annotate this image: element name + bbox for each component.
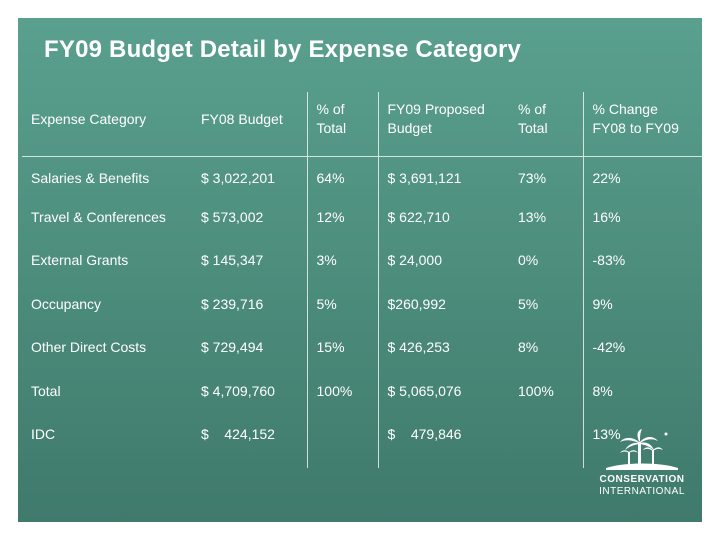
cell-fy09: $ 426,253 <box>377 338 509 382</box>
cell-pct09: 100% <box>518 382 554 399</box>
cell-fy09: $ 479,846 <box>377 424 509 469</box>
logo-text-line1: CONSERVATION <box>599 474 685 485</box>
col-header-change-line2: FY08 to FY09 <box>592 120 679 136</box>
cell-fy08: $ 424,152 <box>201 425 275 442</box>
cell-change: 22% <box>582 156 702 208</box>
cell-pct08: 15% <box>306 338 378 382</box>
col-header-pct08: % of Total <box>306 92 378 157</box>
cell-fy09: $ 622,710 <box>377 208 509 252</box>
cell-change: 9% <box>582 294 702 339</box>
col-header-pct09-line2: Total <box>518 120 548 136</box>
cell-fy08: $ 573,002 <box>201 209 264 225</box>
cell-pct08 <box>306 424 378 469</box>
cell-change: 8% <box>582 381 702 425</box>
col-header-pct09-line1: % of <box>518 101 547 117</box>
logo-text-line2: INTERNATIONAL <box>599 486 685 497</box>
table-header-row: Expense Category FY08 Budget % of Total F… <box>22 92 702 157</box>
col-header-change: % Change FY08 to FY09 <box>582 92 702 157</box>
cell-pct09: 5% <box>518 295 539 312</box>
conservation-international-logo: CONSERVATION INTERNATIONAL <box>594 428 690 498</box>
table-row: Other Direct Costs $ 729,494 15% $ 426,2… <box>22 338 702 382</box>
table-row: Total $ 4,709,760 100% $ 5,065,076 100% … <box>22 381 702 425</box>
cell-pct08: 5% <box>306 294 378 339</box>
col-header-change-line1: % Change <box>592 101 658 117</box>
cell-fy08: $ 145,347 <box>201 252 264 269</box>
page-title: FY09 Budget Detail by Expense Category <box>44 36 522 63</box>
col-header-fy09-line1: FY09 Proposed <box>387 101 485 117</box>
table-row: Occupancy $ 239,716 5% $260,992 5% 9% <box>22 294 702 339</box>
cell-pct09: 0% <box>518 252 539 269</box>
col-header-fy09-line2: Budget <box>387 120 432 136</box>
cell-fy08: $ 239,716 <box>201 295 264 312</box>
table-row: Travel & Conferences $ 573,002 12% $ 622… <box>22 208 702 252</box>
cell-fy08: $ 729,494 <box>201 339 264 356</box>
col-header-fy09: FY09 Proposed Budget <box>377 92 509 157</box>
cell-change: 16% <box>582 208 702 252</box>
col-header-fy08: FY08 Budget <box>192 92 307 157</box>
col-header-pct08-line2: Total <box>316 120 347 136</box>
budget-table: Expense Category FY08 Budget % of Total F… <box>22 92 702 469</box>
cell-pct09: 8% <box>518 339 539 356</box>
cell-fy09: $260,992 <box>377 294 509 339</box>
cell-pct08: 100% <box>306 381 378 425</box>
cell-pct09 <box>509 425 583 468</box>
table-row: Salaries & Benefits $ 3,022,201 64% $ 3,… <box>22 156 702 208</box>
cell-change: 13% <box>582 424 702 469</box>
cell-category: External Grants <box>31 252 129 269</box>
col-header-pct09: % of Total <box>509 92 583 157</box>
cell-category: IDC <box>31 425 56 442</box>
table-row: External Grants $ 145,347 3% $ 24,000 0%… <box>22 251 702 295</box>
cell-fy09: $ 3,691,121 <box>377 156 509 208</box>
col-header-category: Expense Category <box>22 92 192 157</box>
cell-change: -83% <box>582 251 702 295</box>
cell-pct09: 73% <box>518 169 547 186</box>
cell-fy09: $ 24,000 <box>377 251 509 295</box>
cell-fy08: $ 4,709,760 <box>201 382 275 399</box>
cell-change: -42% <box>582 338 702 382</box>
cell-fy08: $ 3,022,201 <box>201 169 275 186</box>
cell-category: Salaries & Benefits <box>31 169 150 186</box>
table-row: IDC $ 424,152 $ 479,846 13% <box>22 424 702 469</box>
cell-category: Other Direct Costs <box>31 339 147 356</box>
cell-pct08: 64% <box>306 156 378 208</box>
cell-category: Total <box>31 382 61 399</box>
cell-fy09: $ 5,065,076 <box>377 381 509 425</box>
cell-pct08: 12% <box>306 208 378 252</box>
cell-category: Travel & Conferences <box>31 209 166 225</box>
cell-pct08: 3% <box>306 251 378 295</box>
palm-tree-icon <box>606 429 678 470</box>
cell-category: Occupancy <box>31 295 102 312</box>
col-header-pct08-line1: % of <box>316 101 345 117</box>
cell-pct09: 13% <box>518 209 547 225</box>
